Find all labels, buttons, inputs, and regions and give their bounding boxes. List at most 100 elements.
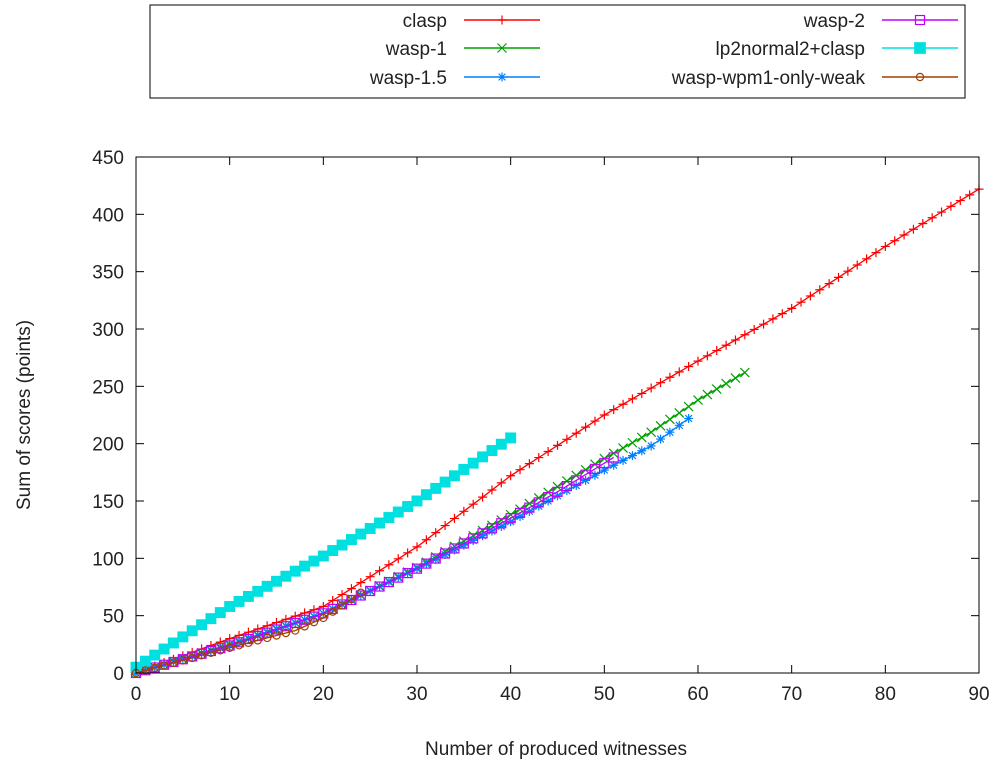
data-point — [711, 384, 722, 395]
x-axis-label: Number of produced witnesses — [425, 739, 687, 760]
plot-area — [130, 184, 984, 679]
data-point — [206, 648, 216, 658]
data-point — [637, 388, 647, 398]
data-point — [627, 394, 637, 404]
data-point — [656, 378, 666, 388]
data-point — [730, 373, 741, 384]
data-point — [458, 464, 470, 475]
data-point — [356, 578, 366, 588]
data-point — [216, 646, 225, 655]
data-point — [272, 631, 281, 640]
data-point — [478, 492, 488, 502]
data-point — [589, 463, 601, 474]
data-point — [880, 241, 890, 251]
data-point — [402, 501, 414, 512]
data-point — [599, 458, 610, 469]
data-point — [543, 492, 554, 503]
data-point — [693, 356, 703, 366]
data-point — [178, 656, 188, 665]
data-point — [347, 594, 356, 604]
data-point — [908, 224, 918, 234]
data-point — [656, 434, 666, 444]
data-point — [824, 279, 834, 289]
data-point — [664, 414, 675, 425]
data-point — [740, 330, 750, 340]
data-point — [655, 420, 666, 431]
data-point — [486, 445, 498, 457]
data-point — [150, 663, 159, 673]
data-point — [393, 554, 403, 564]
data-point — [524, 502, 535, 513]
data-point — [317, 550, 329, 562]
data-point — [609, 460, 619, 470]
data-point — [300, 622, 309, 631]
axes: 0 10 20 30 40 50 60 70 80 90 0 50 100 150 200 250 300 350… — [92, 148, 989, 705]
series-clasp — [131, 184, 984, 678]
data-point — [214, 607, 226, 619]
series-wasp-wpm1-only-weak — [131, 588, 365, 678]
data-point — [271, 575, 282, 587]
data-point — [468, 535, 478, 545]
data-point — [581, 475, 591, 485]
data-point — [553, 440, 562, 450]
data-point — [383, 512, 395, 523]
data-point — [280, 570, 292, 582]
data-point — [187, 653, 197, 663]
data-point — [514, 507, 526, 519]
data-point — [852, 260, 862, 270]
x-tick-label: 70 — [781, 684, 802, 705]
series-lp2normal2+clasp — [130, 432, 517, 673]
data-point — [496, 521, 506, 531]
data-point — [346, 584, 356, 594]
data-point — [430, 482, 442, 494]
legend-entry-label: wasp-1 — [385, 39, 447, 60]
data-point — [139, 655, 151, 667]
data-point — [515, 465, 525, 475]
data-point — [478, 531, 488, 541]
data-point — [683, 401, 694, 412]
y-tick-label: 400 — [92, 205, 124, 226]
x-tick-label: 60 — [687, 684, 708, 705]
data-point — [871, 248, 881, 258]
data-point — [562, 434, 572, 444]
legend-entry-label: lp2normal2+clasp — [716, 39, 865, 60]
data-point — [552, 486, 563, 497]
series-line — [135, 456, 615, 674]
x-tick-label: 10 — [219, 684, 240, 705]
legend-entry-label: wasp-wpm1-only-weak — [671, 68, 866, 89]
data-point — [627, 437, 638, 448]
data-point — [702, 389, 713, 400]
data-point — [308, 555, 320, 567]
legend-entry-label: clasp — [403, 11, 447, 32]
data-point — [674, 367, 684, 377]
data-point — [496, 478, 506, 488]
data-point — [571, 428, 581, 438]
data-point — [449, 470, 460, 482]
data-point — [309, 617, 319, 627]
data-point — [459, 540, 469, 550]
data-point — [581, 422, 591, 432]
data-point — [281, 628, 291, 638]
data-point — [412, 542, 422, 552]
data-point — [965, 190, 975, 200]
data-point — [439, 476, 451, 488]
data-point — [599, 410, 609, 420]
data-point — [777, 309, 787, 319]
data-point — [636, 432, 647, 443]
data-point — [468, 499, 478, 509]
data-point — [815, 285, 825, 295]
data-point — [505, 509, 516, 520]
data-point — [534, 501, 544, 511]
data-point — [646, 383, 656, 393]
data-point — [702, 351, 712, 361]
data-point — [796, 297, 806, 307]
data-point — [739, 367, 750, 378]
x-tick-label: 90 — [968, 684, 989, 705]
data-point — [590, 416, 600, 426]
data-point — [337, 601, 347, 610]
data-point — [684, 413, 694, 423]
x-tick-label: 30 — [406, 684, 427, 705]
data-point — [261, 580, 273, 592]
y-tick-label: 200 — [92, 435, 124, 456]
data-point — [505, 432, 517, 444]
